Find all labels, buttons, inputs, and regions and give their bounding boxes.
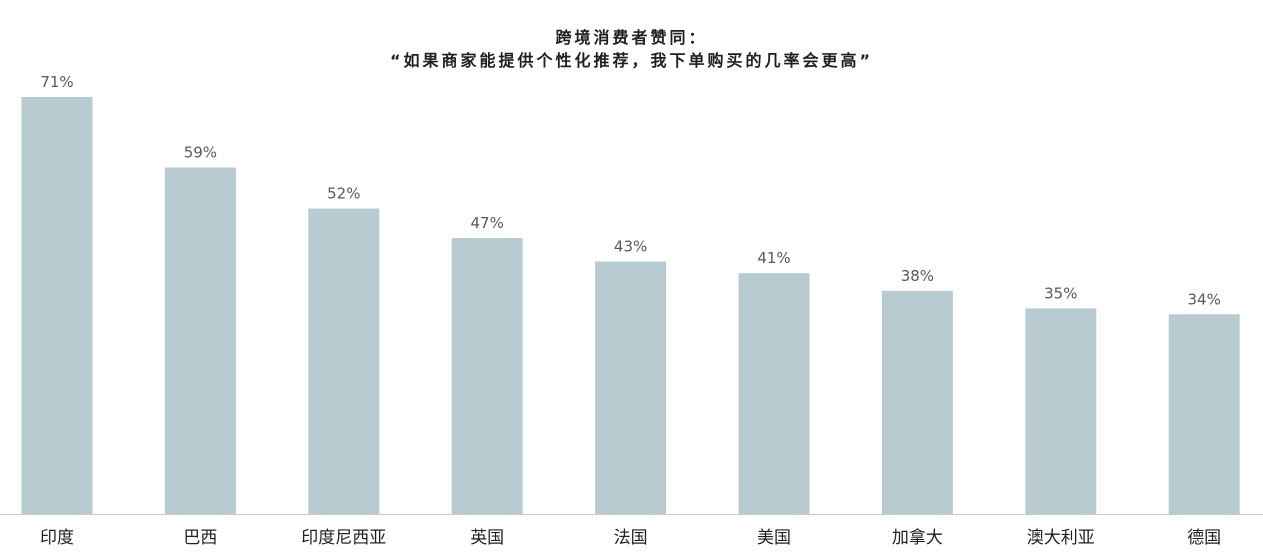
category-label: 澳大利亚 bbox=[1027, 528, 1095, 548]
bar bbox=[738, 273, 810, 514]
category-label: 法国 bbox=[614, 528, 648, 548]
bar bbox=[451, 238, 523, 514]
value-label: 47% bbox=[471, 214, 504, 232]
value-labels-group: 71% 59% 52% 47% 43% 41% 38% 35% 34% bbox=[40, 73, 1221, 308]
category-label: 德国 bbox=[1187, 528, 1221, 548]
category-label: 印度 bbox=[40, 528, 74, 548]
chart-title-line-2: “如果商家能提供个性化推荐，我下单购买的几率会更高” bbox=[389, 51, 874, 70]
bar bbox=[21, 97, 93, 514]
value-label: 38% bbox=[901, 267, 934, 285]
value-label: 41% bbox=[757, 249, 790, 267]
value-label: 59% bbox=[184, 144, 217, 162]
category-label: 英国 bbox=[470, 528, 504, 548]
value-label: 34% bbox=[1188, 290, 1221, 308]
value-label: 35% bbox=[1044, 284, 1077, 302]
bar bbox=[1025, 308, 1097, 514]
category-labels-group: 印度 巴西 印度尼西亚 英国 法国 美国 加拿大 澳大利亚 德国 bbox=[40, 527, 1221, 548]
bar bbox=[164, 167, 236, 514]
bars-group bbox=[21, 97, 1240, 514]
value-label: 43% bbox=[614, 238, 647, 256]
bar bbox=[308, 208, 380, 514]
value-label: 71% bbox=[40, 73, 73, 91]
category-label: 加拿大 bbox=[892, 527, 943, 548]
bar bbox=[595, 261, 667, 514]
bar bbox=[881, 290, 953, 514]
chart-title-line-1: 跨境消费者赞同： bbox=[555, 28, 708, 47]
value-label: 52% bbox=[327, 185, 360, 203]
category-label: 美国 bbox=[757, 528, 791, 548]
bar bbox=[1168, 314, 1240, 514]
category-label: 印度尼西亚 bbox=[301, 528, 386, 548]
category-label: 巴西 bbox=[183, 528, 217, 548]
